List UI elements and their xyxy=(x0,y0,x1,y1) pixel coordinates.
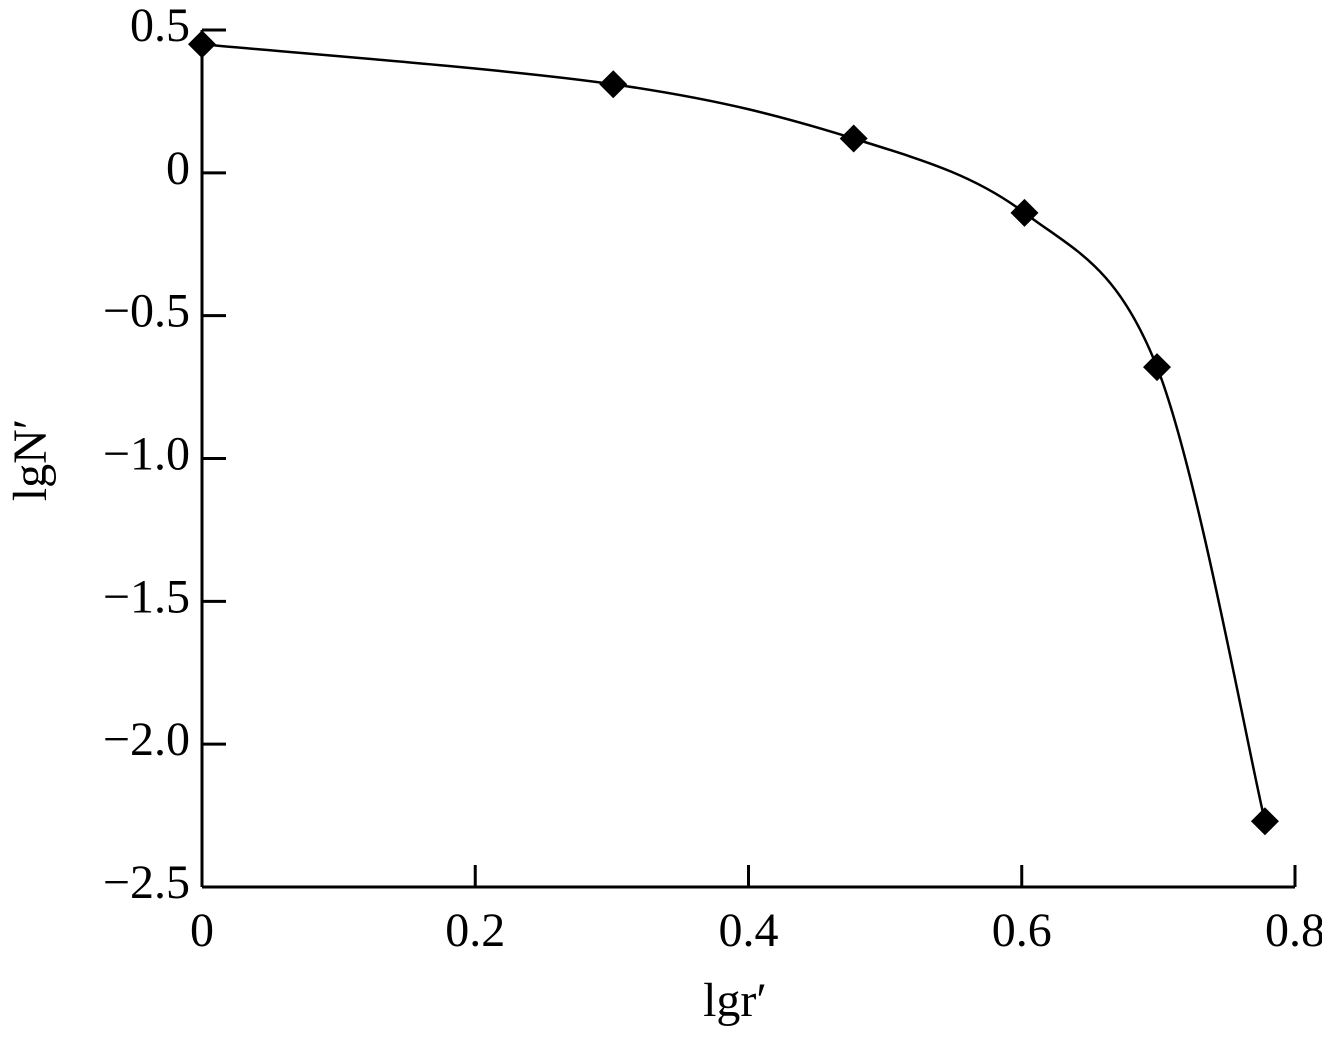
y-tick-label: 0.5 xyxy=(130,0,190,52)
x-tick-label: 0 xyxy=(190,904,214,957)
y-tick-label: −2.5 xyxy=(103,856,190,909)
marker xyxy=(1250,807,1279,836)
marker xyxy=(1143,353,1172,382)
x-axis-label: lgr′ xyxy=(703,974,767,1027)
y-tick-label: −0.5 xyxy=(103,285,190,338)
y-tick-label: −1.5 xyxy=(103,570,190,623)
marker xyxy=(599,70,628,99)
x-tick-label: 0.2 xyxy=(445,904,505,957)
y-tick-label: −2.0 xyxy=(103,713,190,766)
marker xyxy=(188,30,216,59)
x-tick-label: 0.8 xyxy=(1265,904,1322,957)
marker xyxy=(839,124,868,153)
y-tick-label: −1.0 xyxy=(103,428,190,481)
y-axis-label: lgN′ xyxy=(4,419,57,502)
marker xyxy=(1010,198,1039,227)
x-tick-label: 0.4 xyxy=(719,904,779,957)
x-tick-label: 0.6 xyxy=(992,904,1052,957)
curve xyxy=(201,43,1267,822)
y-tick-label: 0 xyxy=(166,142,190,195)
